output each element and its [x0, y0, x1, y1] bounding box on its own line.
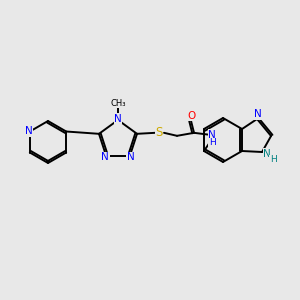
- Text: H: H: [270, 155, 276, 164]
- Text: O: O: [187, 111, 195, 121]
- Text: N: N: [127, 152, 135, 162]
- Text: N: N: [254, 109, 262, 119]
- Text: N: N: [114, 113, 122, 124]
- Text: N: N: [101, 152, 109, 162]
- Text: N: N: [25, 126, 33, 136]
- Text: N: N: [208, 130, 216, 140]
- Text: N: N: [263, 149, 271, 159]
- Text: H: H: [208, 138, 215, 147]
- Text: CH₃: CH₃: [110, 98, 126, 107]
- Text: S: S: [155, 126, 163, 139]
